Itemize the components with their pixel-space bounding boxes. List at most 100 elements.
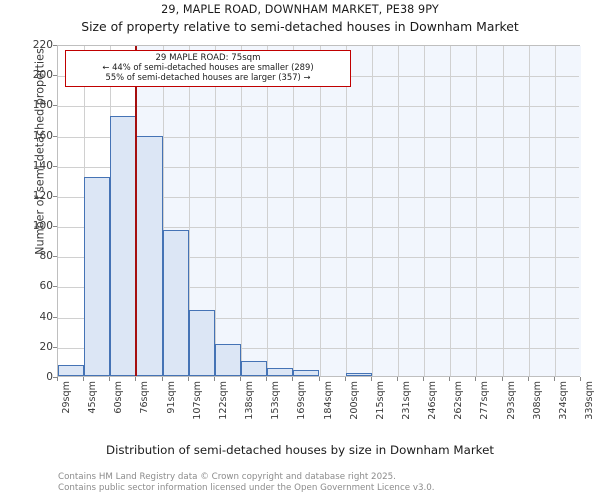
x-tick-label: 60sqm (113, 381, 125, 414)
gridline-horizontal (58, 287, 579, 289)
gridline-vertical (188, 46, 190, 376)
x-tick-label: 76sqm (139, 381, 151, 414)
gridline-horizontal (58, 227, 579, 229)
x-tick-label: 308sqm (531, 381, 543, 420)
histogram-bar (293, 369, 320, 376)
x-tick-label: 107sqm (191, 381, 203, 420)
x-tick-mark (292, 377, 294, 381)
x-tick-label: 262sqm (453, 381, 465, 420)
y-tick-label: 100 (32, 220, 53, 233)
y-tick-mark (53, 45, 57, 46)
histogram-bar (58, 365, 85, 376)
chart-plot-area: 29 MAPLE ROAD: 75sqm ← 44% of semi-detac… (57, 45, 581, 377)
histogram-bar (267, 368, 294, 376)
y-tick-mark (53, 195, 57, 197)
x-tick-label: 231sqm (400, 381, 412, 420)
gridline-vertical (241, 46, 243, 376)
y-tick-label: 180 (32, 99, 53, 112)
property-annotation-callout: 29 MAPLE ROAD: 75sqm ← 44% of semi-detac… (65, 50, 351, 87)
y-tick-label: 120 (32, 189, 53, 202)
y-tick-label: 80 (39, 250, 53, 263)
gridline-vertical (267, 46, 269, 376)
y-tick-mark (53, 316, 57, 318)
x-tick-mark (83, 377, 85, 381)
gridline-horizontal (58, 257, 579, 259)
x-tick-label: 184sqm (322, 381, 334, 420)
x-tick-mark (449, 377, 451, 381)
chart-subtitle: Size of property relative to semi-detach… (81, 19, 519, 34)
gridline-vertical (502, 46, 504, 376)
y-tick-label: 40 (39, 310, 53, 323)
y-tick-label: 200 (32, 69, 53, 82)
x-tick-label: 153sqm (270, 381, 282, 420)
x-axis-ticks: 29sqm 45sqm 60sqm 76sqm 91sqm 107sqm 122sqm 138… (0, 377, 600, 437)
y-axis-label: Number of semi-detached properties (33, 48, 47, 255)
annotation-line-3: 55% of semi-detached houses are larger (… (105, 72, 311, 83)
histogram-bar (241, 360, 268, 376)
x-tick-mark (423, 377, 425, 381)
y-tick-mark (53, 105, 57, 107)
x-tick-mark (370, 377, 372, 381)
y-tick-mark (53, 165, 57, 167)
x-tick-mark (240, 377, 242, 381)
histogram-bar (345, 372, 372, 376)
x-tick-label: 215sqm (374, 381, 386, 420)
gridline-vertical (162, 46, 164, 376)
gridline-vertical (476, 46, 478, 376)
gridline-vertical (528, 46, 530, 376)
y-tick-label: 60 (39, 280, 53, 293)
x-tick-mark (135, 377, 137, 381)
x-tick-label: 138sqm (244, 381, 256, 420)
gridline-vertical (554, 46, 556, 376)
y-tick-mark (53, 75, 57, 77)
footer-line-2: Contains public sector information licen… (58, 483, 435, 494)
histogram-bar (162, 229, 189, 376)
gridline-horizontal (58, 166, 579, 168)
histogram-bar (110, 116, 137, 376)
property-size-marker-line (134, 46, 137, 376)
x-tick-mark (161, 377, 163, 381)
gridline-horizontal (58, 106, 579, 108)
x-tick-mark (501, 377, 503, 381)
x-tick-label: 324sqm (557, 381, 569, 420)
gridline-horizontal (58, 347, 579, 349)
gridline-horizontal (58, 196, 579, 198)
footer-line-1: Contains HM Land Registry data © Crown c… (58, 472, 396, 482)
gridline-vertical (319, 46, 321, 376)
y-tick-label: 160 (32, 129, 53, 142)
page-title: 29, MAPLE ROAD, DOWNHAM MARKET, PE38 9PY (161, 3, 439, 16)
x-tick-label: 45sqm (87, 381, 99, 414)
x-tick-label: 122sqm (217, 381, 229, 420)
x-tick-label: 169sqm (296, 381, 308, 420)
gridline-vertical (397, 46, 399, 376)
x-axis-label: Distribution of semi-detached houses by … (106, 443, 494, 457)
histogram-bar (214, 344, 242, 376)
x-tick-mark (187, 377, 189, 381)
x-tick-mark (266, 377, 268, 381)
y-tick-label: 140 (32, 159, 53, 172)
attribution-footer: Contains HM Land Registry data © Crown c… (58, 472, 435, 495)
x-tick-mark (213, 377, 215, 381)
x-tick-mark (57, 377, 58, 381)
gridline-vertical (214, 46, 216, 376)
annotation-line-2: ← 44% of semi-detached houses are smalle… (102, 62, 314, 73)
x-tick-mark (475, 377, 477, 381)
x-tick-label: 339sqm (584, 381, 595, 420)
gridline-vertical (371, 46, 373, 376)
x-tick-mark (396, 377, 398, 381)
x-tick-mark (109, 377, 111, 381)
annotation-line-1: 29 MAPLE ROAD: 75sqm (155, 53, 261, 63)
y-axis-ticks: 0 20 40 60 80 100 120 140 160 180 200 220 (0, 39, 57, 383)
y-tick-mark (53, 256, 57, 258)
y-tick-label: 220 (32, 39, 53, 51)
histogram-bar (188, 309, 215, 376)
y-tick-label: 20 (39, 340, 53, 353)
gridline-vertical (424, 46, 426, 376)
y-tick-mark (53, 135, 57, 137)
gridline-vertical (450, 46, 452, 376)
y-tick-label: 0 (46, 371, 53, 383)
y-tick-mark (53, 286, 57, 288)
x-tick-label: 200sqm (348, 381, 360, 420)
gridline-horizontal (58, 317, 579, 319)
x-tick-mark (580, 377, 581, 381)
